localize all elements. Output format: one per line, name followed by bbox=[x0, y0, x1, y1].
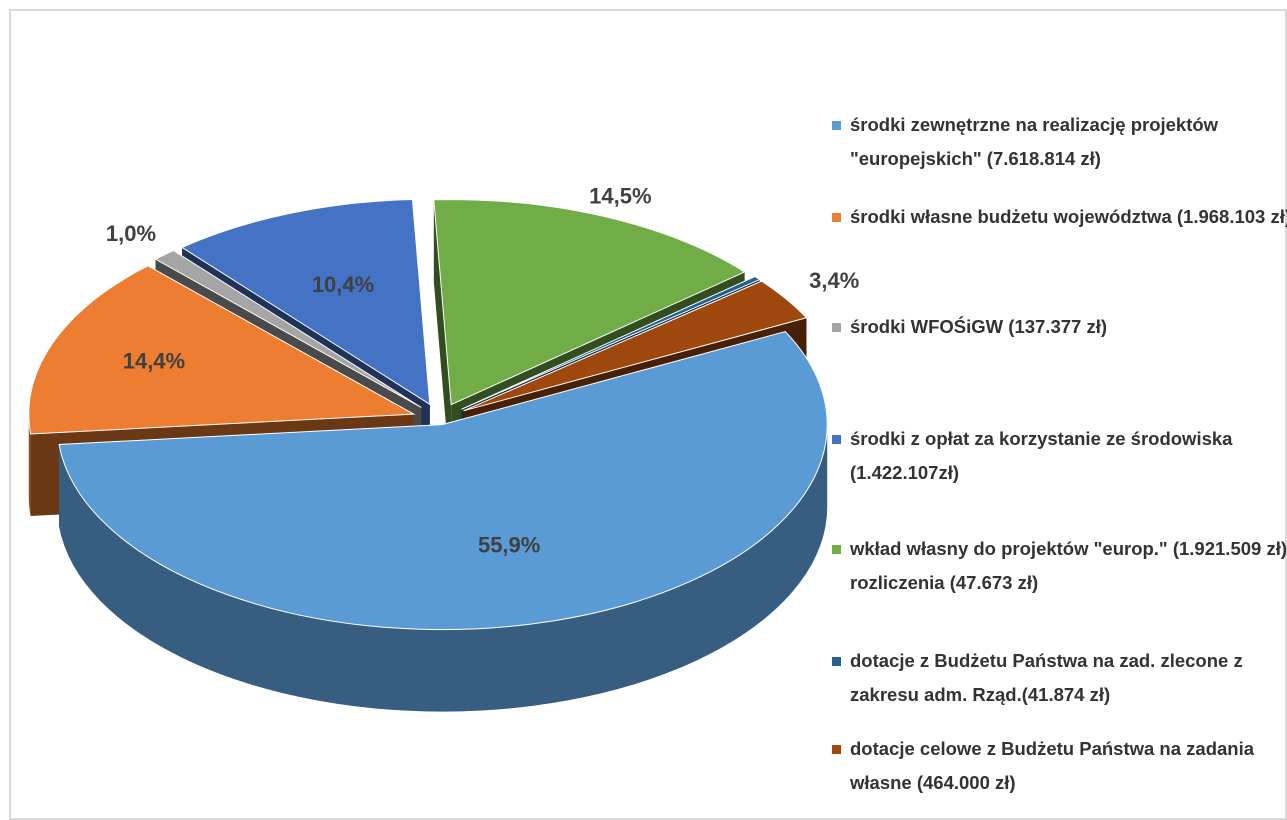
data-label: 14,5% bbox=[589, 184, 651, 209]
legend-label: środki własne budżetu województwa (1.968… bbox=[850, 206, 1287, 227]
slice bbox=[433, 199, 746, 406]
slice bbox=[154, 250, 422, 408]
slice bbox=[58, 330, 828, 631]
legend-label: środki WFOŚiGW (137.377 zł) bbox=[850, 316, 1108, 337]
legend-swatch bbox=[832, 545, 841, 554]
legend-swatch bbox=[832, 657, 841, 666]
legend-swatch bbox=[832, 213, 841, 222]
slice-wall bbox=[433, 199, 452, 487]
legend-swatch bbox=[832, 121, 841, 130]
slice bbox=[461, 275, 761, 410]
legend-entry: wkład własny do projektów "europ." (1.92… bbox=[832, 532, 1287, 600]
data-label: 3,4% bbox=[809, 268, 859, 293]
data-label: 14,4% bbox=[123, 349, 185, 374]
legend-entry: środki z opłat za korzystanie ze środowi… bbox=[832, 422, 1287, 490]
legend-swatch bbox=[832, 745, 841, 754]
data-label: 55,9% bbox=[478, 532, 540, 557]
slice-side bbox=[59, 424, 828, 712]
data-label: 10,4% bbox=[312, 272, 374, 297]
legend-entry: środki własne budżetu województwa (1.968… bbox=[832, 200, 1287, 234]
slice bbox=[28, 265, 416, 435]
legend-label: dotacje z Budżetu Państwa na zad. zlecon… bbox=[850, 650, 1243, 705]
legend-entry: środki zewnętrzne na realizację projektó… bbox=[832, 108, 1287, 176]
slice bbox=[180, 199, 431, 406]
slice-side bbox=[28, 414, 31, 517]
slice bbox=[463, 280, 808, 412]
legend-label: środki z opłat za korzystanie ze środowi… bbox=[850, 428, 1233, 483]
legend-label: dotacje celowe z Budżetu Państwa na zada… bbox=[850, 738, 1255, 793]
legend-swatch bbox=[832, 323, 841, 332]
frame bbox=[9, 9, 1287, 820]
legend-entry: dotacje z Budżetu Państwa na zad. zlecon… bbox=[832, 644, 1287, 712]
legend-entry: środki WFOŚiGW (137.377 zł) bbox=[832, 310, 1287, 344]
legend-entry: dotacje celowe z Budżetu Państwa na zada… bbox=[832, 732, 1287, 800]
legend-label: wkład własny do projektów "europ." (1.92… bbox=[850, 538, 1287, 593]
legend-swatch bbox=[832, 435, 841, 444]
legend-label: środki zewnętrzne na realizację projektó… bbox=[850, 114, 1219, 169]
data-label: 1,0% bbox=[106, 221, 156, 246]
